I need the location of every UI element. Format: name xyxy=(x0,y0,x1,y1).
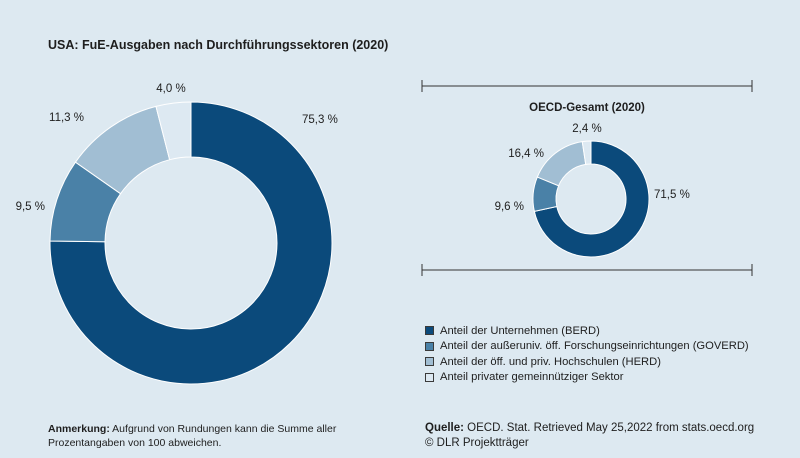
slice-value-label: 16,4 % xyxy=(508,148,544,160)
legend-label: Anteil der öff. und priv. Hochschulen (H… xyxy=(440,355,661,368)
copyright-text: © DLR Projektträger xyxy=(425,437,529,449)
legend-label: Anteil der außeruniv. öff. Forschungsein… xyxy=(440,340,749,353)
slice-value-label: 75,3 % xyxy=(302,114,338,126)
legend-item-private-nonprofit: Anteil privater gemeinnütziger Sektor xyxy=(425,370,749,386)
legend: Anteil der Unternehmen (BERD) Anteil der… xyxy=(425,323,749,385)
slice-value-label: 9,6 % xyxy=(495,201,524,213)
slice-value-label: 4,0 % xyxy=(156,83,185,95)
donut-slice xyxy=(533,140,650,258)
footnote-text: Aufgrund von Rundungen kann die Summe al… xyxy=(48,423,337,449)
donut-chart-oecd: 71,5 % 9,6 % 16,4 % 2,4 % xyxy=(495,123,690,258)
chart-title-usa: USA: FuE-Ausgaben nach Durchführungssekt… xyxy=(48,38,389,52)
oecd-bracket-frame xyxy=(421,80,753,276)
donut-slice xyxy=(536,141,587,187)
legend-label: Anteil der Unternehmen (BERD) xyxy=(440,324,600,337)
source-text: OECD. Stat. Retrieved May 25,2022 from s… xyxy=(463,422,755,434)
legend-swatch xyxy=(425,326,434,336)
legend-item-herd: Anteil der öff. und priv. Hochschulen (H… xyxy=(425,354,749,370)
donut-slice xyxy=(49,101,333,385)
footnote: Anmerkung: Aufgrund von Rundungen kann d… xyxy=(48,422,378,450)
legend-item-goverd: Anteil der außeruniv. öff. Forschungsein… xyxy=(425,339,749,355)
slice-value-label: 2,4 % xyxy=(572,123,601,135)
source-label: Quelle: xyxy=(425,422,464,434)
source-note: Quelle: OECD. Stat. Retrieved May 25,202… xyxy=(425,421,754,451)
slice-value-label: 9,5 % xyxy=(16,201,45,213)
chart-title-oecd: OECD-Gesamt (2020) xyxy=(529,102,645,114)
slice-value-label: 11,3 % xyxy=(49,112,84,124)
legend-swatch xyxy=(425,372,434,382)
footnote-label: Anmerkung: xyxy=(48,423,110,435)
donut-slice xyxy=(581,140,592,165)
donut-slice xyxy=(155,101,192,161)
legend-item-berd: Anteil der Unternehmen (BERD) xyxy=(425,323,749,339)
donut-chart-usa: 75,3 % 9,5 % 11,3 % 4,0 % xyxy=(16,83,338,385)
legend-swatch xyxy=(425,341,434,351)
legend-label: Anteil privater gemeinnütziger Sektor xyxy=(440,371,624,384)
slice-value-label: 71,5 % xyxy=(654,189,690,201)
legend-swatch xyxy=(425,357,434,367)
